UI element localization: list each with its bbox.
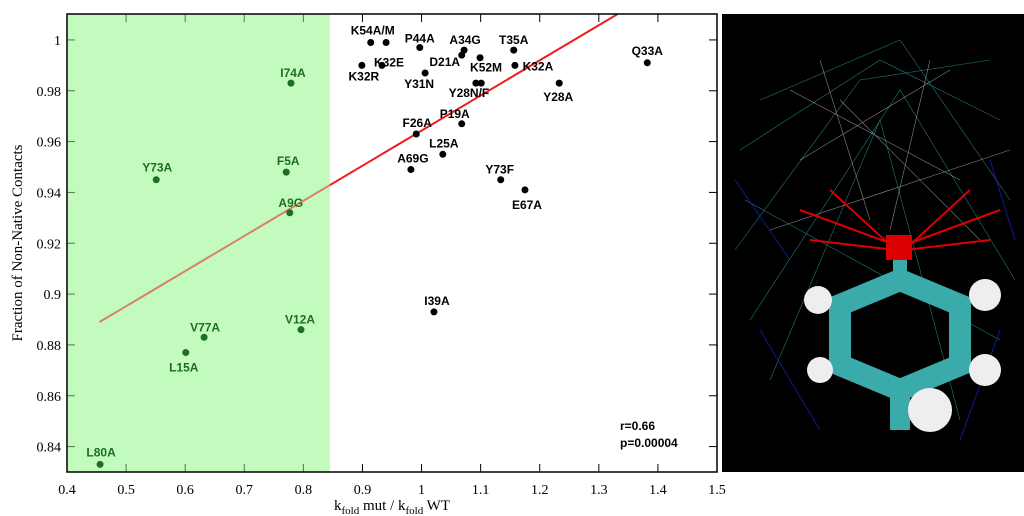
x-tick-label: 0.5 <box>117 483 135 498</box>
point-label: L80A <box>86 445 116 459</box>
data-point <box>286 209 293 216</box>
data-point <box>367 39 374 46</box>
point-label: T35A <box>499 33 529 47</box>
x-tick-label: 0.7 <box>236 483 254 498</box>
data-point <box>413 130 420 137</box>
data-point <box>298 326 305 333</box>
data-point <box>358 62 365 69</box>
x-axis-label: kfold mut / kfold WT <box>334 498 450 516</box>
data-point <box>521 186 528 193</box>
point-label: F5A <box>277 154 300 168</box>
point-label: L15A <box>169 361 199 375</box>
point-label: E67A <box>512 198 542 212</box>
molecule-render <box>722 14 1024 472</box>
y-tick-label: 0.98 <box>37 85 62 100</box>
y-tick-label: 0.86 <box>37 390 62 405</box>
x-tick-label: 1.2 <box>531 483 549 498</box>
point-label: Y73F <box>485 163 514 177</box>
x-axis-label-part: mut / k <box>359 498 406 514</box>
point-label: Y73A <box>142 161 172 175</box>
data-point <box>283 169 290 176</box>
point-label: V12A <box>285 313 315 327</box>
data-point <box>644 59 651 66</box>
y-tick-label: 0.84 <box>37 441 62 456</box>
data-point <box>97 461 104 468</box>
annotation: r=0.66 <box>620 419 655 433</box>
data-point <box>201 334 208 341</box>
data-point <box>153 176 160 183</box>
data-point <box>478 80 485 87</box>
point-label: D21A <box>429 55 460 69</box>
x-axis-label-part: fold <box>341 505 359 516</box>
y-axis-label: Fraction of Non-Native Contacts <box>10 144 26 341</box>
data-point <box>497 176 504 183</box>
point-label: L25A <box>429 136 459 150</box>
data-point <box>556 80 563 87</box>
point-label: Q33A <box>632 44 664 58</box>
data-point <box>383 39 390 46</box>
y-tick-label: 0.88 <box>37 339 62 354</box>
data-point <box>422 69 429 76</box>
x-tick-label: 0.8 <box>295 483 313 498</box>
point-label: K32A <box>523 59 554 73</box>
point-label: K32E <box>374 55 404 69</box>
x-tick-label: 1 <box>418 483 425 498</box>
data-point <box>510 47 517 54</box>
point-label: I39A <box>424 294 450 308</box>
data-point <box>407 166 414 173</box>
point-label: A69G <box>397 152 428 166</box>
y-tick-label: 0.92 <box>37 237 62 252</box>
point-label: K32R <box>349 69 380 83</box>
annotation: p=0.00004 <box>620 436 678 450</box>
data-point <box>182 349 189 356</box>
figure: kfold mut / kfold WT Fraction of Non-Nat… <box>0 0 1024 516</box>
y-tick-label: 0.94 <box>37 186 62 201</box>
point-label: A34G <box>449 33 480 47</box>
point-label: P19A <box>440 107 470 121</box>
x-tick-label: 0.6 <box>176 483 194 498</box>
x-axis-label-part: WT <box>423 498 450 514</box>
x-tick-label: 1.4 <box>649 483 667 498</box>
point-label: K52M <box>470 61 502 75</box>
data-point <box>439 151 446 158</box>
x-tick-label: 0.4 <box>58 483 76 498</box>
point-label: P44A <box>405 32 435 46</box>
x-tick-label: 1.1 <box>472 483 490 498</box>
point-label: V77A <box>190 320 220 334</box>
point-label: K54A/M <box>351 23 395 37</box>
x-axis-label-part: fold <box>405 505 423 516</box>
point-label: Y28A <box>543 90 573 104</box>
point-label: A9G <box>278 196 303 210</box>
x-tick-label: 0.9 <box>354 483 372 498</box>
point-label: F26A <box>403 116 433 130</box>
data-point <box>430 308 437 315</box>
x-tick-label: 1.3 <box>590 483 608 498</box>
point-label: Y31N <box>404 77 434 91</box>
data-point <box>511 62 518 69</box>
point-label: I74A <box>280 66 306 80</box>
y-tick-label: 0.9 <box>44 288 62 303</box>
y-tick-label: 1 <box>54 34 61 49</box>
data-point <box>458 120 465 127</box>
y-tick-label: 0.96 <box>37 136 62 151</box>
point-label: Y28N/F <box>449 86 490 100</box>
x-tick-label: 1.5 <box>708 483 726 498</box>
data-point <box>287 80 294 87</box>
